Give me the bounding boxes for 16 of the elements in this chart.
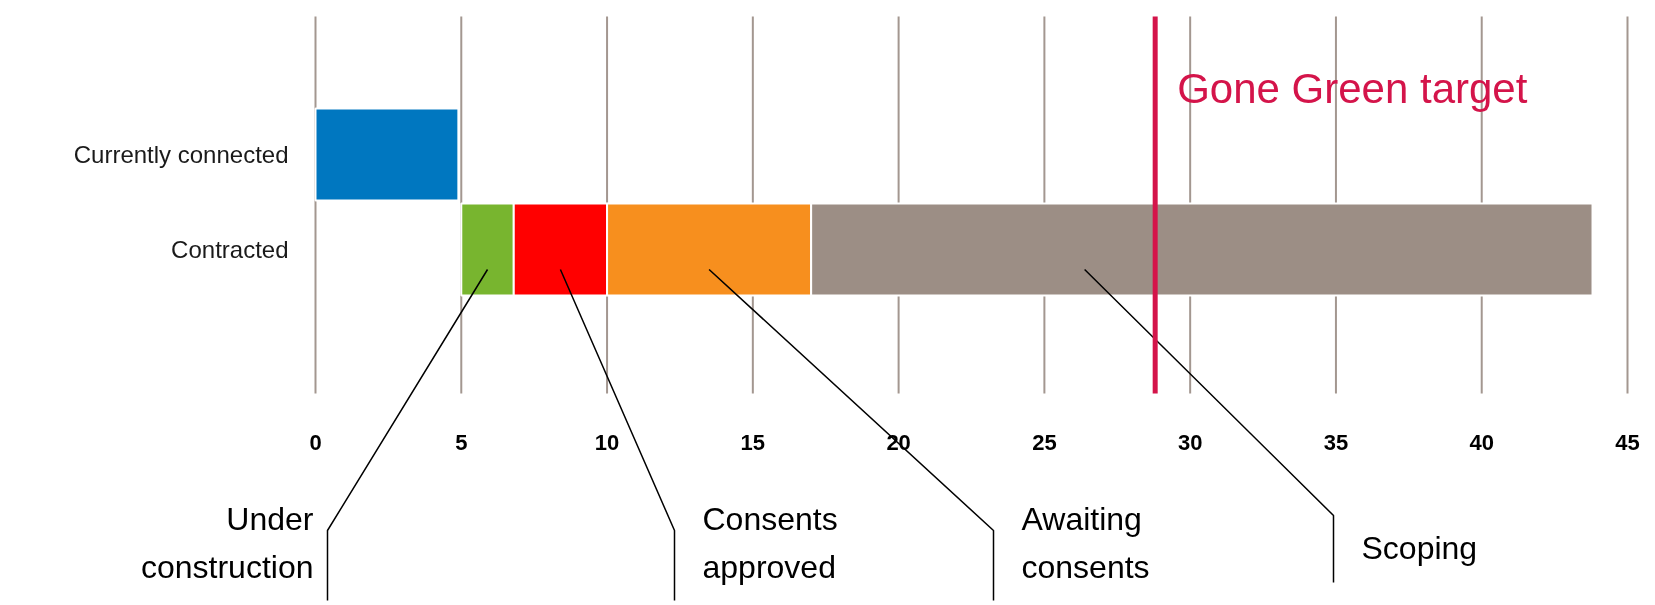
x-tick-label: 15 xyxy=(740,429,766,455)
x-tick-label: 5 xyxy=(455,429,468,455)
x-tick-label: 30 xyxy=(1177,429,1203,455)
x-tick-label: 45 xyxy=(1615,429,1640,455)
text: Scoping xyxy=(1361,529,1478,566)
y-tick-label: Contracted xyxy=(171,236,289,263)
x-tick-label: 25 xyxy=(1032,429,1057,455)
x-tick-label: 0 xyxy=(309,429,322,455)
x-tick-label: 40 xyxy=(1469,429,1494,455)
text: Awaiting consents xyxy=(1021,500,1150,586)
text: Under construction xyxy=(140,500,314,586)
ref-line-label: Gone Green target xyxy=(1177,65,1528,112)
text: Consents approved xyxy=(702,500,838,586)
y-tick-label: Currently connected xyxy=(73,141,289,168)
x-tick-label: 35 xyxy=(1323,429,1349,455)
x-tick-label: 10 xyxy=(594,429,620,455)
